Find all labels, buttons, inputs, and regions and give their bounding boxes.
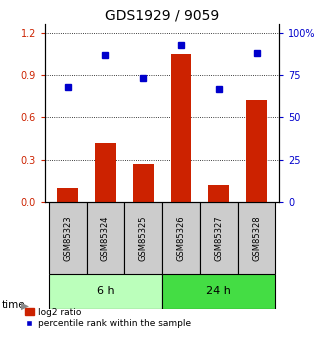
Bar — [87, 202, 124, 274]
Bar — [95, 143, 116, 202]
Text: GSM85327: GSM85327 — [214, 215, 223, 261]
Bar — [246, 100, 267, 202]
Title: GDS1929 / 9059: GDS1929 / 9059 — [105, 9, 219, 23]
Bar — [200, 202, 238, 274]
Bar — [57, 188, 78, 202]
Bar — [133, 164, 154, 202]
Bar — [208, 185, 229, 202]
Bar — [49, 202, 87, 274]
Text: GSM85328: GSM85328 — [252, 215, 261, 261]
Text: GSM85324: GSM85324 — [101, 215, 110, 261]
Legend: log2 ratio, percentile rank within the sample: log2 ratio, percentile rank within the s… — [21, 304, 195, 332]
Text: GSM85326: GSM85326 — [177, 215, 186, 261]
Bar — [49, 274, 162, 309]
Bar — [162, 202, 200, 274]
Text: time: time — [2, 300, 25, 310]
Bar — [124, 202, 162, 274]
Bar — [162, 274, 275, 309]
Text: GSM85323: GSM85323 — [63, 215, 72, 261]
Text: 24 h: 24 h — [206, 286, 231, 296]
Text: GSM85325: GSM85325 — [139, 215, 148, 261]
Bar — [170, 54, 191, 202]
Text: ▶: ▶ — [21, 300, 29, 310]
Text: 6 h: 6 h — [97, 286, 114, 296]
Bar — [238, 202, 275, 274]
